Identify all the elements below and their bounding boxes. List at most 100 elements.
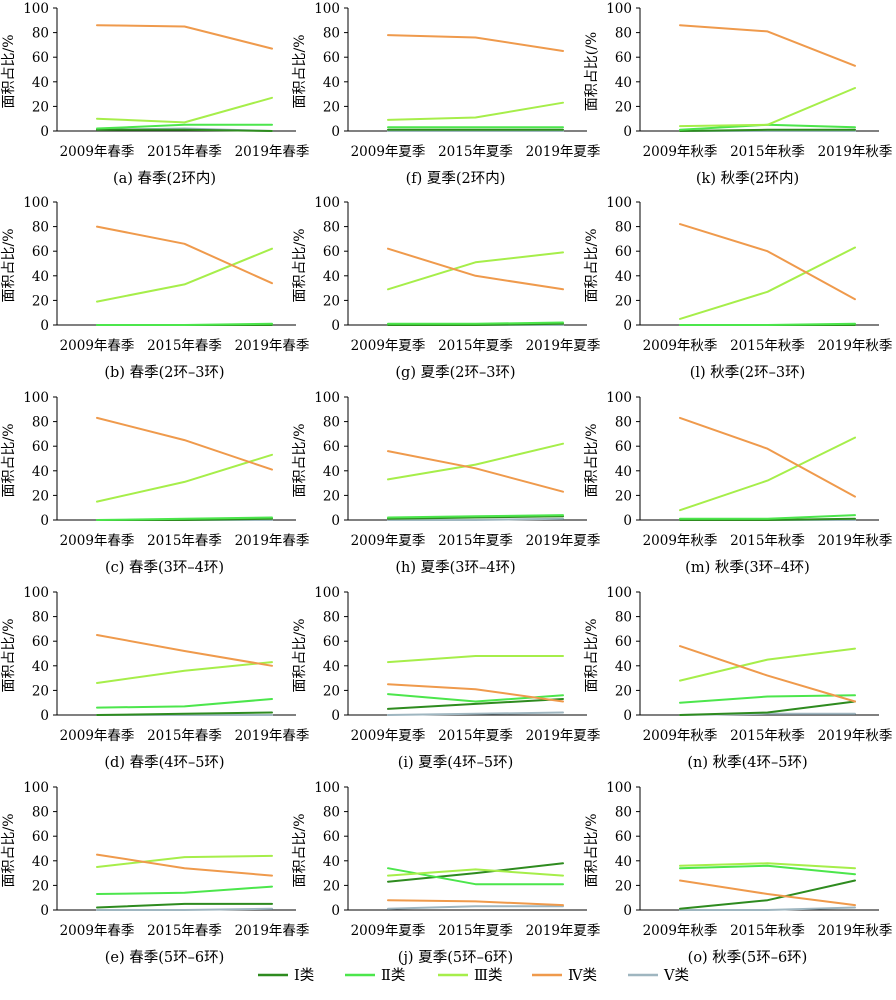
series-line [387,899,564,907]
x-tick-label: 2009年春季 [60,728,135,744]
y-tick-label: 0 [331,903,340,919]
y-axis-label: 面积占比/% [1,34,17,108]
x-tick-label: 2019年春季 [235,338,310,354]
chart-panel: 0 20 40 60 80 100 面积占比/% 2009年秋季 2015年秋季 2019年秋季 (… [584,390,892,576]
x-tick-label: 2015年春季 [147,728,222,744]
chart-panel: 0 20 40 60 80 100 面积占比/% 2009年夏季 2015年夏季 2019年夏季 (… [292,1,600,187]
y-tick-label: 100 [606,1,632,17]
y-tick-label: 0 [623,513,632,529]
y-tick-label: 60 [323,244,340,260]
y-tick-label: 100 [314,195,340,211]
series-line [387,655,564,664]
series-line [96,247,273,303]
x-tick-label: 2009年夏季 [351,923,426,939]
y-tick-label: 40 [32,854,49,870]
y-tick-label: 60 [32,634,49,650]
legend: Ⅰ类 Ⅱ类 Ⅲ类 Ⅳ类 Ⅴ类 [258,967,689,984]
y-tick-label: 100 [23,1,49,17]
x-tick-label: 2009年春季 [60,923,135,939]
x-tick-label: 2019年春季 [235,923,310,939]
x-tick-label: 2015年春季 [147,144,222,160]
y-tick-label: 100 [606,195,632,211]
x-tick-label: 2019年夏季 [526,533,601,549]
y-tick-label: 60 [615,244,632,260]
x-tick-label: 2019年春季 [235,533,310,549]
series-line [679,514,856,520]
x-tick-label: 2019年秋季 [818,338,893,354]
series-line [387,442,564,481]
series-line [96,853,273,877]
x-tick-label: 2015年夏季 [438,728,513,744]
chart-panel: 0 20 40 60 80 100 面积占比/% 2009年夏季 2015年夏季 2019年夏季 (… [292,585,600,771]
y-tick-label: 40 [323,269,340,285]
x-tick-label: 2015年夏季 [438,923,513,939]
series-line [679,24,856,67]
y-tick-label: 40 [323,464,340,480]
x-tick-label: 2019年夏季 [526,338,601,354]
panel-caption: (g) 夏季(2环–3环) [395,364,515,381]
y-tick-label: 40 [32,659,49,675]
y-tick-label: 40 [615,75,632,91]
series-line [679,879,856,907]
y-tick-label: 80 [32,415,49,431]
x-tick-label: 2015年夏季 [438,144,513,160]
chart-panel: 0 20 40 60 80 100 面积占比/% 2009年春季 2015年春季 2019年春季 (… [1,195,309,381]
series-line [96,661,273,684]
series-line [679,128,856,132]
x-tick-label: 2015年秋季 [730,144,805,160]
y-tick-label: 40 [615,269,632,285]
y-tick-label: 100 [314,1,340,17]
chart-panel: 0 20 40 60 80 100 面积占比/% 2009年夏季 2015年夏季 2019年夏季 (… [292,780,600,966]
y-axis-label: 面积占比/% [584,618,600,692]
x-tick-label: 2009年秋季 [643,338,718,354]
y-tick-label: 60 [32,244,49,260]
panel-caption: (k) 秋季(2环内) [696,170,799,187]
series-line [387,905,564,910]
y-axis-label: 面积占比/% [292,34,308,108]
series-line [96,453,273,503]
x-tick-label: 2019年秋季 [818,728,893,744]
series-line [679,87,856,128]
series-line [679,647,856,682]
series-line [387,862,564,883]
y-axis-label: 面积占比/% [1,228,17,302]
series-line [679,700,856,716]
series-line [387,247,564,291]
series-line [387,514,564,519]
x-tick-label: 2009年秋季 [643,144,718,160]
x-tick-label: 2015年秋季 [730,923,805,939]
series-line [679,645,856,703]
y-tick-label: 100 [23,585,49,601]
series-line [679,906,856,911]
y-tick-label: 60 [615,439,632,455]
y-tick-label: 20 [323,683,340,699]
y-tick-label: 80 [32,220,49,236]
y-tick-label: 80 [615,805,632,821]
panel-caption: (d) 春季(4环–5环) [104,754,224,771]
chart-panel: 0 20 40 60 80 100 面积占比/% 2009年秋季 2015年秋季 2019年秋季 (… [584,585,892,771]
y-tick-label: 60 [32,829,49,845]
series-line [679,416,856,498]
series-line [96,128,273,132]
y-tick-label: 60 [323,439,340,455]
y-tick-label: 80 [32,610,49,626]
x-tick-label: 2019年秋季 [818,923,893,939]
y-tick-label: 40 [615,659,632,675]
series-line [387,321,564,325]
chart-panel: 0 20 40 60 80 100 面积占比/% 2009年秋季 2015年秋季 2019年秋季 (… [584,195,892,381]
y-tick-label: 20 [323,488,340,504]
panel-caption: (a) 春季(2环内) [113,170,216,187]
y-tick-label: 20 [32,293,49,309]
series-line [96,322,273,326]
chart-panel: 0 20 40 60 80 100 面积占比/% 2009年春季 2015年春季 2019年春季 (… [1,585,309,771]
y-axis-label: 面积占比(/% [584,32,600,111]
y-tick-label: 60 [32,439,49,455]
y-tick-label: 0 [623,318,632,334]
series-line [96,854,273,868]
x-tick-label: 2019年秋季 [818,533,893,549]
y-tick-label: 40 [32,464,49,480]
series-line [96,416,273,471]
x-tick-label: 2009年春季 [60,533,135,549]
x-tick-label: 2015年秋季 [730,533,805,549]
series-line [387,515,564,520]
